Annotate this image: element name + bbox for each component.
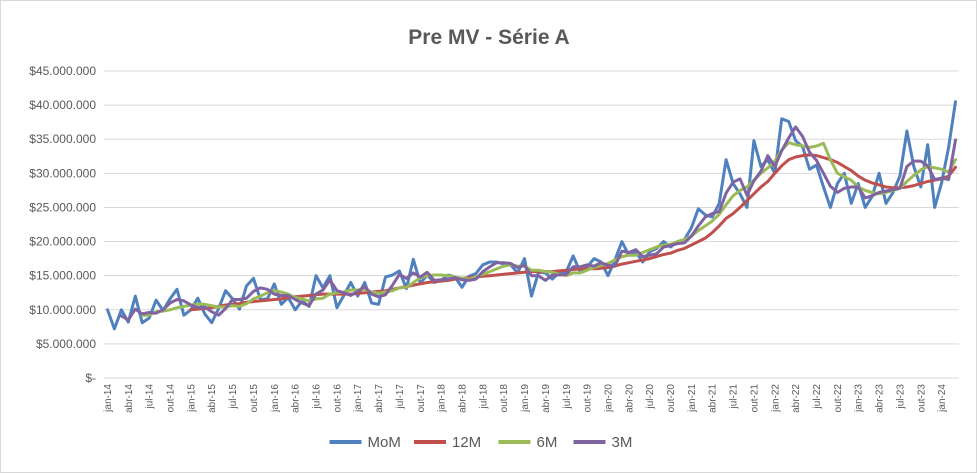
x-tick-label: out-23 xyxy=(916,384,927,413)
y-axis-ticks: $- $5.000.000 $10.000.000 $15.000.000 $20.00… xyxy=(29,64,96,385)
y-tick-label: $45.000.000 xyxy=(29,64,96,78)
x-tick-label: jan-21 xyxy=(687,384,698,413)
series-line-mom xyxy=(106,100,957,331)
x-tick-label: out-16 xyxy=(332,384,343,413)
series-line-12m xyxy=(189,153,957,312)
x-tick-label: jan-18 xyxy=(437,384,448,413)
x-tick-label: out-20 xyxy=(666,384,677,413)
x-tick-label: abr-14 xyxy=(124,384,135,413)
y-tick-label: $15.000.000 xyxy=(29,269,96,283)
x-tick-label: jul-14 xyxy=(145,384,156,410)
x-tick-label: out-22 xyxy=(833,384,844,413)
x-tick-label: jan-16 xyxy=(270,384,281,413)
series-line-6m xyxy=(140,141,957,317)
gridlines xyxy=(104,70,959,379)
legend-label: MoM xyxy=(368,434,401,451)
x-tick-label: abr-23 xyxy=(875,384,886,413)
x-tick-label: jan-22 xyxy=(770,384,781,413)
y-tick-label: $40.000.000 xyxy=(29,98,96,112)
x-tick-label: out-21 xyxy=(749,384,760,413)
legend-item-6m: 6M xyxy=(498,434,558,451)
legend-label: 12M xyxy=(452,434,481,451)
x-tick-label: jul-23 xyxy=(895,384,906,410)
x-tick-label: jul-20 xyxy=(645,384,656,410)
legend-label: 6M xyxy=(537,434,558,451)
x-tick-label: jul-17 xyxy=(395,384,406,410)
x-tick-label: abr-22 xyxy=(791,384,802,413)
y-tick-label: $25.000.000 xyxy=(29,200,96,214)
chart-title: Pre MV - Série A xyxy=(408,26,569,49)
x-tick-label: jan-14 xyxy=(103,384,114,413)
x-tick-label: jul-15 xyxy=(228,384,239,410)
x-tick-label: jan-15 xyxy=(186,384,197,413)
x-tick-label: abr-15 xyxy=(207,384,218,413)
x-tick-label: abr-20 xyxy=(624,384,635,413)
x-tick-label: jul-19 xyxy=(562,384,573,410)
y-tick-label: $20.000.000 xyxy=(29,235,96,249)
x-tick-label: jul-21 xyxy=(729,384,740,410)
x-tick-label: jul-22 xyxy=(812,384,823,410)
x-tick-label: jan-24 xyxy=(937,384,948,413)
legend: MoM 12M 6M 3M xyxy=(329,434,633,451)
x-tick-label: jan-17 xyxy=(353,384,364,413)
x-tick-label: jul-18 xyxy=(478,384,489,410)
x-tick-label: out-18 xyxy=(499,384,510,413)
series-line-3m xyxy=(119,125,957,322)
legend-item-3m: 3M xyxy=(573,434,633,451)
legend-item-12m: 12M xyxy=(414,434,481,451)
x-tick-label: abr-18 xyxy=(457,384,468,413)
y-tick-label: $35.000.000 xyxy=(29,132,96,146)
x-tick-label: jan-23 xyxy=(854,384,865,413)
x-tick-label: jan-19 xyxy=(520,384,531,413)
y-tick-label: $- xyxy=(85,371,96,385)
y-tick-label: $5.000.000 xyxy=(36,337,96,351)
x-tick-label: abr-16 xyxy=(291,384,302,413)
series-lines xyxy=(106,100,957,331)
y-tick-label: $10.000.000 xyxy=(29,303,96,317)
legend-item-mom: MoM xyxy=(329,434,401,451)
x-tick-label: jul-16 xyxy=(312,384,323,410)
x-tick-label: out-19 xyxy=(583,384,594,413)
x-tick-label: abr-19 xyxy=(541,384,552,413)
x-tick-label: jan-20 xyxy=(603,384,614,413)
x-tick-label: out-14 xyxy=(166,384,177,413)
y-tick-label: $30.000.000 xyxy=(29,166,96,180)
x-axis-ticks: jan-14 abr-14 jul-14 out-14 jan-15 abr-15 jul-… xyxy=(103,384,948,413)
x-tick-label: abr-21 xyxy=(708,384,719,413)
x-tick-label: out-17 xyxy=(416,384,427,413)
x-tick-label: abr-17 xyxy=(374,384,385,413)
legend-label: 3M xyxy=(612,434,633,451)
x-tick-label: out-15 xyxy=(249,384,260,413)
